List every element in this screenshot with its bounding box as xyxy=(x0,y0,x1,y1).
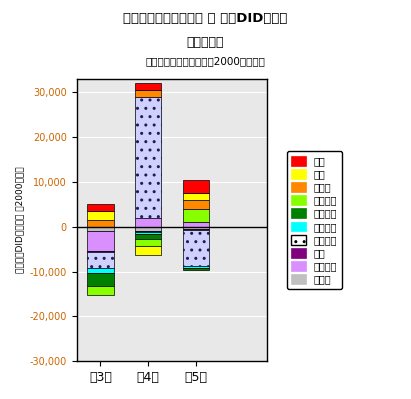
Text: （総務省家計調査月報・2000年実質）: （総務省家計調査月報・2000年実質） xyxy=(145,56,266,66)
Bar xyxy=(88,273,113,286)
Bar xyxy=(135,234,161,239)
Text: 【東　北】: 【東 北】 xyxy=(187,36,224,49)
Bar xyxy=(88,286,113,295)
Bar xyxy=(182,193,209,200)
Y-axis label: 例年とのDID支出額差 ￥2000年実質: 例年とのDID支出額差 ￥2000年実質 xyxy=(15,167,24,273)
Bar xyxy=(88,252,113,268)
Bar xyxy=(135,246,161,255)
Text: 東日本大震災後の家計 財 支出DID変化額: 東日本大震災後の家計 財 支出DID変化額 xyxy=(123,12,288,25)
Bar xyxy=(182,200,209,209)
Bar xyxy=(182,227,209,229)
Bar xyxy=(135,97,161,218)
Bar xyxy=(88,211,113,220)
Bar xyxy=(88,231,113,251)
Bar xyxy=(135,231,161,232)
Bar xyxy=(88,252,113,268)
Bar xyxy=(182,229,209,230)
Bar xyxy=(88,220,113,227)
Bar xyxy=(88,268,113,273)
Bar xyxy=(88,251,113,252)
Bar xyxy=(182,180,209,193)
Legend: 食料, 住居, 水光熱, 家具家事, 被覆履物, 保健医療, 交通通信, 教育, 教養娯楽, 他支出: 食料, 住居, 水光熱, 家具家事, 被覆履物, 保健医療, 交通通信, 教育,… xyxy=(286,151,342,289)
Bar xyxy=(88,204,113,211)
Bar xyxy=(135,83,161,90)
Bar xyxy=(135,218,161,227)
Bar xyxy=(182,268,209,270)
Bar xyxy=(182,222,209,227)
Bar xyxy=(135,97,161,218)
Bar xyxy=(135,232,161,234)
Bar xyxy=(135,227,161,231)
Bar xyxy=(135,239,161,246)
Bar xyxy=(182,209,209,222)
Bar xyxy=(182,230,209,266)
Bar xyxy=(182,230,209,266)
Bar xyxy=(88,227,113,231)
Bar xyxy=(182,266,209,268)
Bar xyxy=(135,90,161,97)
